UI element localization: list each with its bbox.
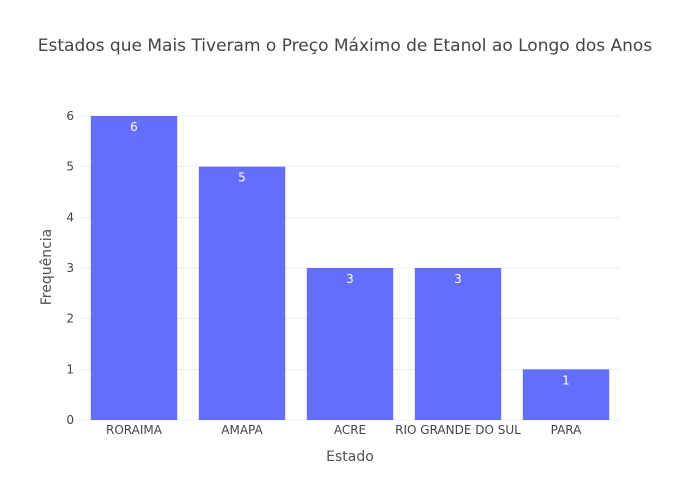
x-tick-label: RORAIMA bbox=[106, 423, 163, 437]
bars bbox=[90, 116, 610, 420]
bar-value-label: 3 bbox=[454, 272, 462, 286]
bar-value-label: 6 bbox=[130, 120, 138, 134]
bar-rio-grande-do-sul[interactable] bbox=[414, 268, 502, 420]
y-axis-ticks: 0 1 2 3 4 5 6 bbox=[66, 109, 74, 427]
y-tick-label: 0 bbox=[66, 413, 74, 427]
y-tick-label: 1 bbox=[66, 362, 74, 376]
bar-para[interactable] bbox=[522, 369, 610, 420]
bar-value-label: 1 bbox=[562, 373, 570, 387]
bar-acre[interactable] bbox=[306, 268, 394, 420]
y-tick-label: 2 bbox=[66, 312, 74, 326]
x-axis-ticks: RORAIMA AMAPA ACRE RIO GRANDE DO SUL PARA bbox=[106, 423, 582, 437]
chart-title: Estados que Mais Tiveram o Preço Máximo … bbox=[38, 36, 653, 56]
bar-amapa[interactable] bbox=[198, 166, 286, 420]
y-tick-label: 3 bbox=[66, 261, 74, 275]
y-tick-label: 4 bbox=[66, 210, 74, 224]
bar-value-label: 5 bbox=[238, 171, 246, 185]
x-tick-label: PARA bbox=[551, 423, 583, 437]
y-tick-label: 6 bbox=[66, 109, 74, 123]
x-tick-label: AMAPA bbox=[221, 423, 263, 437]
x-tick-label: RIO GRANDE DO SUL bbox=[395, 423, 521, 437]
bar-labels: 6 5 3 3 1 bbox=[130, 120, 570, 387]
y-axis-title: Frequência bbox=[39, 229, 55, 306]
x-tick-label: ACRE bbox=[334, 423, 366, 437]
bar-value-label: 3 bbox=[346, 272, 354, 286]
x-axis-title: Estado bbox=[326, 449, 374, 465]
bar-roraima[interactable] bbox=[90, 116, 178, 420]
y-tick-label: 5 bbox=[66, 160, 74, 174]
